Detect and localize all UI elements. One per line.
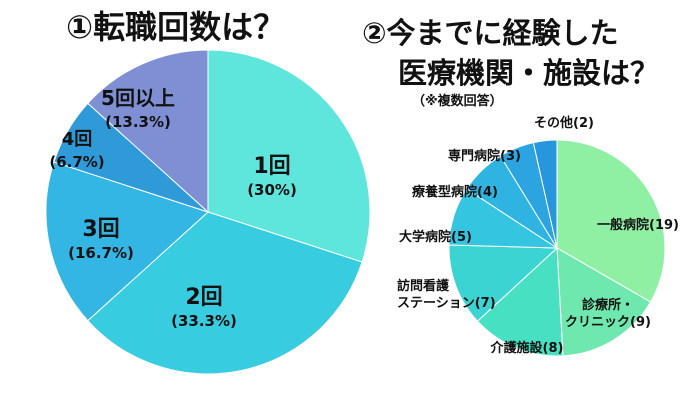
chart2-slice-8 — [532, 139, 558, 249]
chart2-label-1: 一般病院(19) — [597, 217, 679, 233]
chart1-slice-2 — [87, 211, 363, 375]
chart2-title-line2: 医療機関・施設は？ — [398, 56, 660, 90]
chart1-percent-3: (16.7%) — [68, 244, 134, 262]
chart1-slice-5 — [87, 49, 209, 214]
chart2-label-5: 大学病院(5) — [399, 229, 472, 245]
chart1-slice-1 — [207, 49, 371, 263]
chart2-slice-3 — [476, 246, 564, 357]
chart1-percent-4: (6.7%) — [49, 153, 104, 171]
chart2-slice-2 — [556, 247, 652, 357]
chart2-label-4: 訪問看護ステーション(7) — [397, 278, 496, 311]
chart2-label-3: 介護施設(8) — [490, 340, 564, 356]
chart2-label-6: 療養型病院(4) — [412, 184, 498, 200]
chart1-percent-5: (13.3%) — [105, 113, 171, 131]
chart1-label-3: 3回 — [82, 217, 119, 242]
chart1-label-2: 2回 — [185, 285, 222, 310]
chart1-label-1: 1回 — [253, 154, 290, 179]
chart1-percent-1: (30%) — [247, 181, 297, 199]
chart2-label-8: その他(2) — [534, 115, 594, 131]
chart2-slice-4 — [448, 244, 559, 322]
chart2-slice-1 — [556, 139, 666, 303]
chart2-title-line1: ②今までに経験した — [362, 16, 619, 50]
chart2-label-7: 専門病院(3) — [448, 148, 521, 164]
chart1-label-5: 5回以上 — [101, 86, 175, 110]
chart1-percent-2: (33.3%) — [171, 312, 237, 330]
chart1-slice-3 — [45, 161, 209, 322]
chart1-title: ①転職回数は？ — [66, 8, 286, 46]
chart2-label-2: 診療所・クリニック(9) — [565, 297, 651, 330]
chart2-note: （※複数回答） — [412, 94, 503, 109]
chart1-label-4: 4回 — [62, 129, 93, 150]
